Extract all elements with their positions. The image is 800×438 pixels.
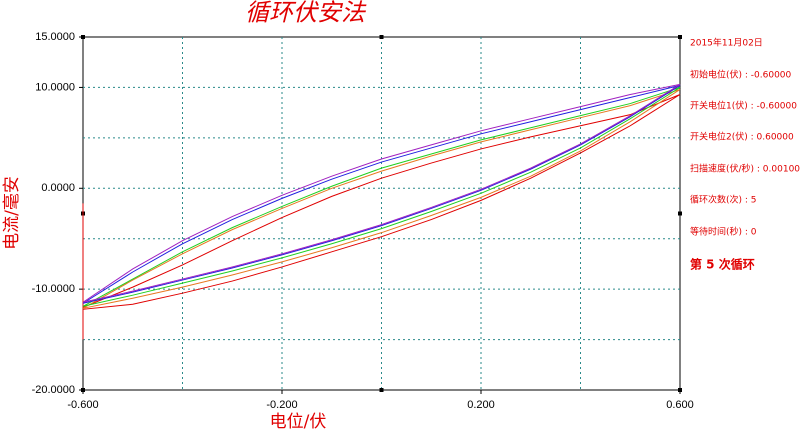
frame-handle	[678, 35, 682, 39]
frame-handle	[678, 388, 682, 392]
y-tick-label: 15.0000	[35, 31, 75, 43]
frame-handle	[81, 35, 85, 39]
info-text: 扫描速度(伏/秒) : 0.00100	[690, 163, 800, 175]
x-tick-label: -0.200	[266, 399, 297, 411]
info-text: 初始电位(伏) : -0.60000	[690, 69, 792, 81]
cv-curve	[82, 88, 681, 309]
info-text: 等待时间(秒) : 0	[690, 226, 757, 238]
info-text: 开关电位1(伏) : -0.60000	[690, 100, 797, 112]
x-tick-label: 0.200	[467, 399, 495, 411]
y-tick-label: -20.0000	[32, 384, 75, 396]
cv-curve	[82, 84, 681, 304]
info-text: 第 5 次循环	[690, 257, 755, 272]
info-text: 循环次数(次) : 5	[690, 194, 757, 206]
x-tick-label: 0.600	[666, 399, 694, 411]
x-tick-label: -0.600	[67, 399, 98, 411]
chart-title: 循环伏安法	[245, 0, 367, 27]
y-axis-label: 电流/毫安	[2, 176, 22, 250]
cv-curve	[82, 94, 681, 340]
cv-curve	[82, 86, 681, 307]
y-tick-label: 10.0000	[35, 81, 75, 93]
y-tick-label: 0.0000	[41, 182, 75, 194]
y-tick-label: -10.0000	[32, 283, 75, 295]
info-text: 开关电位2(伏) : 0.60000	[690, 131, 794, 143]
frame-handle	[678, 211, 682, 216]
info-text: 2015年11月02日	[690, 37, 763, 49]
cv-curve	[82, 83, 681, 303]
x-axis-label: 电位/伏	[270, 412, 327, 432]
frame-handle	[81, 388, 85, 392]
frame-handle	[379, 35, 384, 39]
frame-handle	[379, 388, 384, 392]
